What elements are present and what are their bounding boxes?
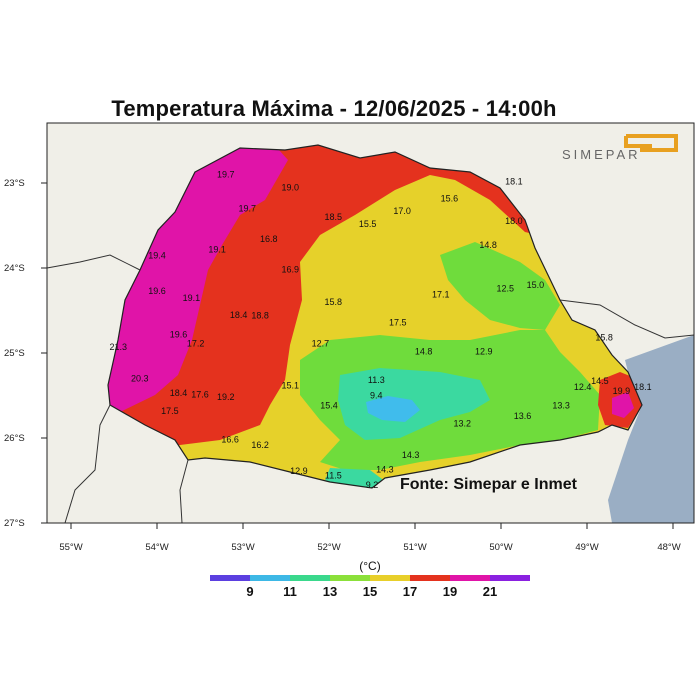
station-value: 15.4 — [320, 401, 338, 411]
station-value: 15.8 — [325, 297, 343, 307]
legend-label: 19 — [443, 584, 457, 599]
station-value: 19.4 — [148, 250, 166, 260]
station-value: 16.9 — [282, 265, 300, 275]
lat-tick-label: 26°S — [4, 433, 25, 444]
legend-unit: (°C) — [359, 559, 380, 573]
neighbour-border-north-east — [559, 299, 695, 339]
station-value: 19.7 — [239, 204, 257, 214]
color-legend: (°C) 9 11 13 15 17 19 21 — [210, 559, 530, 599]
legend-label: 13 — [323, 584, 337, 599]
station-value: 11.5 — [325, 470, 342, 480]
station-value: 17.5 — [389, 317, 407, 327]
legend-label: 17 — [403, 584, 417, 599]
station-value: 13.6 — [514, 411, 532, 421]
lon-tick-label: 53°W — [231, 542, 254, 553]
station-value: 17.6 — [191, 390, 209, 400]
station-value: 16.8 — [260, 234, 278, 244]
station-value: 14.3 — [402, 450, 420, 460]
legend-swatch — [330, 575, 370, 581]
station-value: 9.4 — [370, 391, 383, 401]
station-value: 16.2 — [251, 440, 269, 450]
map-title: Temperatura Máxima - 12/06/2025 - 14:00h — [111, 96, 557, 121]
station-value: 14.3 — [376, 465, 394, 475]
lat-tick-label: 24°S — [4, 263, 25, 274]
station-value: 19.2 — [217, 392, 235, 402]
station-value: 13.3 — [552, 401, 570, 411]
station-value: 19.7 — [217, 170, 235, 180]
legend-label: 15 — [363, 584, 377, 599]
station-value: 14.8 — [415, 346, 433, 356]
logo-wordmark: SIMEPAR — [562, 147, 641, 162]
station-value: 17.1 — [432, 289, 450, 299]
legend-swatch — [250, 575, 290, 581]
station-value: 18.4 — [230, 310, 248, 320]
lon-tick-label: 55°W — [59, 542, 82, 553]
station-value: 15.5 — [359, 219, 377, 229]
ocean — [608, 335, 694, 523]
station-value: 14.8 — [479, 240, 497, 250]
legend-label: 11 — [283, 584, 297, 599]
neighbour-border-south — [179, 459, 189, 524]
legend-swatch — [450, 575, 490, 581]
station-value: 12.7 — [312, 339, 330, 349]
lat-tick-label: 27°S — [4, 518, 25, 529]
station-value: 17.2 — [187, 339, 205, 349]
lon-tick-label: 49°W — [575, 542, 598, 553]
lon-tick-label: 54°W — [145, 542, 168, 553]
lat-tick-label: 23°S — [4, 178, 25, 189]
station-value: 18.0 — [505, 216, 523, 226]
station-value: 11.3 — [368, 375, 385, 385]
station-value: 17.5 — [161, 406, 179, 416]
station-value: 19.6 — [170, 329, 188, 339]
station-value: 19.9 — [613, 386, 631, 396]
neighbour-border-west — [46, 254, 141, 271]
source-credit: Fonte: Simepar e Inmet — [400, 476, 578, 493]
lon-axis: 55°W 54°W 53°W 52°W 51°W 50°W 49°W 48°W — [59, 523, 681, 553]
station-value: 18.1 — [505, 176, 523, 186]
station-value: 12.5 — [497, 283, 515, 293]
neighbour-border-south-west — [64, 404, 111, 524]
legend-swatch — [410, 575, 450, 581]
simepar-logo: SIMEPAR — [562, 134, 678, 162]
station-value: 16.6 — [221, 435, 239, 445]
station-value: 19.0 — [282, 182, 300, 192]
station-value: 15.8 — [595, 333, 613, 343]
lat-tick-label: 25°S — [4, 348, 25, 359]
legend-swatch — [490, 575, 530, 581]
station-value: 21.3 — [110, 342, 128, 352]
station-value: 18.8 — [251, 311, 269, 321]
station-value: 9.2 — [366, 480, 379, 490]
station-value: 18.5 — [325, 212, 343, 222]
station-value: 19.1 — [183, 293, 201, 303]
station-value: 19.6 — [148, 286, 166, 296]
station-value: 12.4 — [574, 382, 592, 392]
station-value: 15.0 — [527, 280, 545, 290]
station-value: 14.5 — [591, 376, 609, 386]
legend-swatch — [290, 575, 330, 581]
map-frame — [46, 122, 695, 524]
station-value: 15.6 — [441, 193, 459, 203]
station-value: 19.1 — [208, 244, 226, 254]
station-values: 19.7 19.0 19.7 18.5 17.0 15.6 18.1 15.5 18.0 16.8… — [110, 170, 652, 490]
legend-swatch — [210, 575, 250, 581]
station-value: 13.2 — [454, 419, 472, 429]
lat-axis: 23°S 24°S 25°S 26°S 27°S — [4, 178, 47, 529]
station-value: 18.1 — [634, 382, 652, 392]
station-value: 18.4 — [170, 388, 188, 398]
lon-tick-label: 48°W — [657, 542, 680, 553]
station-value: 12.9 — [290, 466, 308, 476]
station-value: 15.1 — [282, 380, 300, 390]
lon-tick-label: 50°W — [489, 542, 512, 553]
station-value: 20.3 — [131, 374, 149, 384]
lon-tick-label: 52°W — [317, 542, 340, 553]
legend-label: 21 — [483, 584, 497, 599]
legend-label: 9 — [246, 584, 253, 599]
station-value: 12.9 — [475, 346, 493, 356]
legend-swatch — [370, 575, 410, 581]
station-value: 17.0 — [393, 206, 411, 216]
lon-tick-label: 51°W — [403, 542, 426, 553]
state-border — [107, 144, 643, 489]
